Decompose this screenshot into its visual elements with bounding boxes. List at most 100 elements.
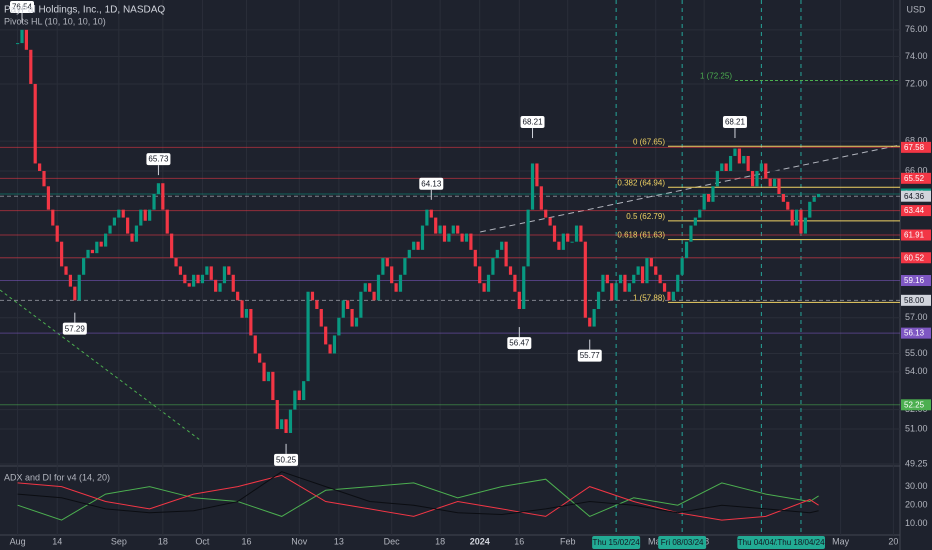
candle — [495, 249, 499, 259]
candle — [508, 266, 513, 275]
candle — [456, 225, 460, 234]
price-tag — [901, 327, 931, 339]
candle — [460, 233, 464, 242]
candle — [121, 209, 125, 218]
candle — [60, 241, 64, 267]
candle — [535, 163, 539, 187]
pivot-label: 68.21 — [725, 118, 746, 127]
price-tag — [901, 141, 931, 153]
price-tag-label: 63.44 — [904, 206, 925, 215]
candle — [359, 291, 363, 318]
candle — [442, 225, 447, 242]
y-tick-label: 55.00 — [905, 348, 928, 358]
x-tick-label: 16 — [514, 536, 524, 546]
candle — [451, 225, 455, 234]
candle — [324, 326, 328, 345]
x-tick-label: Aug — [10, 536, 26, 546]
candle — [693, 217, 697, 226]
candle — [539, 186, 543, 210]
candle — [689, 225, 693, 242]
candle — [491, 258, 495, 275]
candle — [244, 308, 249, 318]
date-marker-label: Thu 15/02/24 — [593, 538, 641, 547]
indicator-title: ADX and DI for v4 (14, 20) — [4, 472, 110, 482]
candle — [376, 274, 381, 301]
candle — [33, 83, 37, 164]
candle — [126, 217, 130, 234]
candle — [504, 241, 508, 267]
candle — [403, 258, 407, 275]
fib-label: 0.618 (61.63) — [617, 231, 665, 240]
candle — [412, 241, 416, 250]
x-tick-label: Nov — [291, 536, 308, 546]
pivot-box — [507, 337, 532, 350]
x-tick-label: 20 — [888, 536, 898, 546]
candle — [772, 178, 777, 187]
candle — [513, 274, 517, 292]
candle — [385, 258, 389, 267]
candle — [715, 171, 719, 187]
candle — [332, 335, 337, 354]
candle — [544, 209, 548, 218]
candle — [95, 241, 99, 254]
candle — [319, 308, 323, 327]
candle — [522, 266, 526, 309]
candle — [249, 308, 253, 336]
candle — [178, 266, 183, 275]
candle — [680, 258, 684, 275]
candle — [816, 194, 821, 198]
pivot-label: 76.54 — [12, 3, 33, 12]
candle — [728, 155, 733, 172]
candle — [618, 274, 623, 284]
candle — [596, 291, 601, 309]
candle — [601, 274, 605, 292]
candle — [240, 300, 244, 318]
candle — [623, 274, 627, 292]
candle — [112, 217, 117, 226]
candle — [306, 291, 310, 382]
candle — [192, 274, 196, 287]
x-tick-label: Sep — [111, 536, 127, 546]
candle — [420, 225, 425, 250]
candle — [148, 209, 152, 221]
candle — [671, 291, 675, 301]
candle — [526, 209, 530, 267]
price-tag — [901, 205, 931, 217]
date-marker-label: Thu 04/04/24 — [738, 538, 786, 547]
candle — [46, 186, 51, 210]
candle — [482, 283, 486, 292]
candle — [786, 201, 790, 210]
candle — [500, 241, 504, 250]
pivot-box — [10, 1, 35, 13]
candle — [363, 283, 367, 292]
pivot-label: 68.21 — [523, 118, 544, 127]
candle — [77, 274, 81, 301]
candle — [764, 163, 768, 179]
candle — [390, 266, 394, 284]
price-tag — [901, 172, 931, 184]
candle — [222, 266, 227, 284]
fib-label: 1 (57.88) — [633, 294, 665, 303]
currency: USD — [906, 4, 926, 14]
candle — [636, 266, 640, 275]
candle — [803, 217, 807, 234]
candle — [20, 29, 24, 44]
candle — [667, 291, 671, 301]
candle — [733, 148, 737, 156]
candle — [777, 178, 781, 195]
y-tick-label: 54.00 — [905, 366, 928, 376]
price-tag-label: 52.25 — [904, 400, 925, 409]
candle — [583, 241, 587, 318]
candle — [227, 266, 231, 275]
candle — [236, 291, 240, 301]
candle — [368, 283, 372, 292]
indicator-tick-label: 10.00 — [905, 518, 928, 528]
candle — [478, 266, 482, 284]
pivot-label: 64.13 — [421, 179, 442, 188]
candle — [645, 258, 649, 284]
fib-label: 0 (67.65) — [633, 137, 665, 146]
candle — [398, 274, 403, 292]
candle — [614, 283, 618, 301]
indicator-line — [17, 471, 819, 516]
